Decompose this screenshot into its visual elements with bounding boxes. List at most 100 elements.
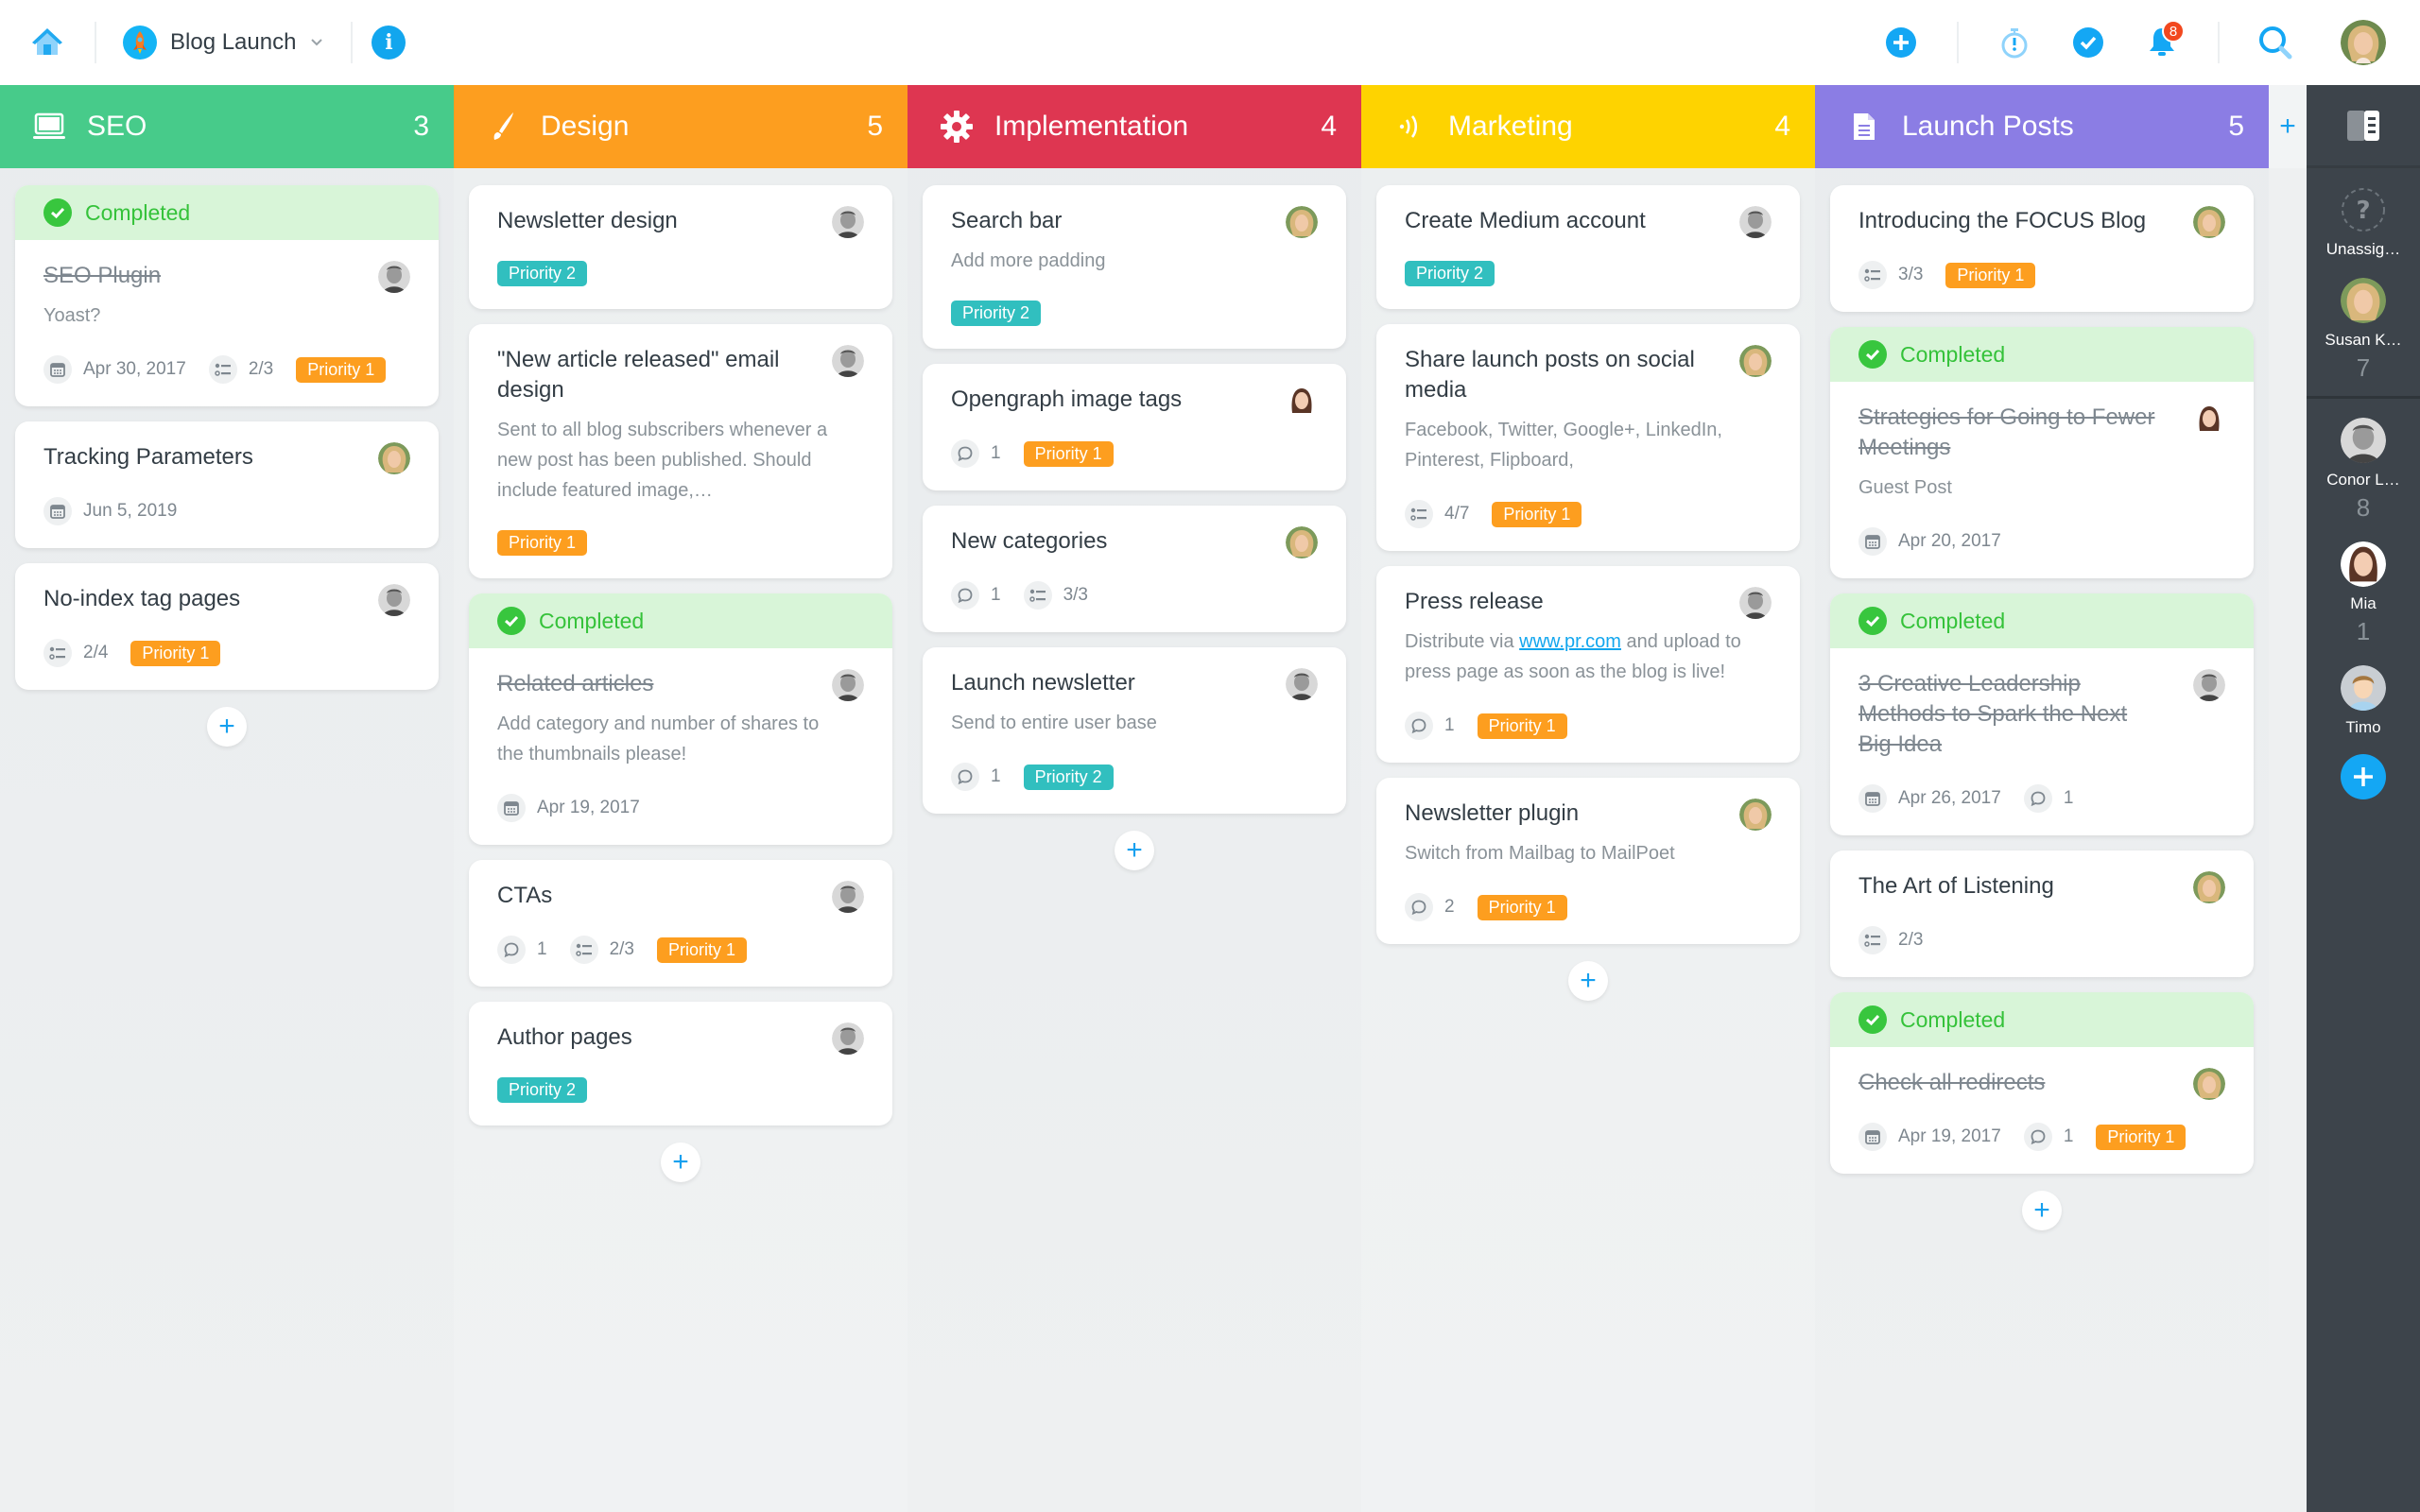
task-card[interactable]: Opengraph image tags 1 Priority 1 bbox=[923, 364, 1346, 490]
task-card[interactable]: "New article released" email design Sent… bbox=[469, 324, 892, 578]
checklist-count: 2/3 bbox=[1898, 930, 1924, 950]
project-selector[interactable]: Blog Launch bbox=[115, 26, 332, 60]
timer-button[interactable] bbox=[1988, 16, 2041, 69]
avatar-conor bbox=[378, 261, 410, 293]
home-button[interactable] bbox=[19, 14, 76, 71]
checklist-icon bbox=[208, 355, 237, 384]
checklist-count: 2/3 bbox=[609, 939, 634, 959]
task-card[interactable]: Completed SEO Plugin Yoast? Apr 30, 2017… bbox=[15, 185, 439, 406]
column-header[interactable]: Launch Posts 5 bbox=[1815, 85, 2269, 168]
person-mia[interactable]: Mia 1 bbox=[2307, 541, 2420, 646]
avatar-susan bbox=[2193, 206, 2225, 238]
project-name: Blog Launch bbox=[170, 29, 297, 55]
column-title: Design bbox=[541, 111, 630, 142]
comment-icon bbox=[2023, 784, 2052, 813]
comment-count: 1 bbox=[991, 585, 1001, 605]
person-conor[interactable]: Conor L… 8 bbox=[2307, 418, 2420, 523]
card-title: The Art of Listening bbox=[1858, 873, 2054, 899]
calendar-icon bbox=[1858, 527, 1887, 556]
completed-label: Completed bbox=[1900, 1006, 2006, 1032]
search-button[interactable] bbox=[2249, 16, 2302, 69]
priority-badge: Priority 1 bbox=[1492, 501, 1582, 527]
pr-link[interactable]: www.pr.com bbox=[1519, 631, 1621, 652]
checklist-icon bbox=[1858, 926, 1887, 954]
task-card[interactable]: Share launch posts on social media Faceb… bbox=[1376, 324, 1800, 551]
person-name: Mia bbox=[2350, 594, 2377, 612]
completed-label: Completed bbox=[539, 608, 645, 633]
task-card[interactable]: New categories 1 3/3 bbox=[923, 506, 1346, 632]
user-avatar[interactable] bbox=[2341, 20, 2386, 65]
comment-count: 1 bbox=[1444, 715, 1455, 735]
add-card-button[interactable]: + bbox=[2022, 1191, 2062, 1230]
person-task-count: 7 bbox=[2356, 353, 2371, 382]
kanban-board: SEO 3 Completed SEO Plugin Yoast? Apr 30… bbox=[0, 85, 2307, 1512]
checklist-icon bbox=[1858, 261, 1887, 289]
task-card[interactable]: Completed 3 Creative Leadership Methods … bbox=[1830, 593, 2254, 835]
column-header[interactable]: Design 5 bbox=[454, 85, 908, 168]
person-task-count: 8 bbox=[2356, 493, 2371, 522]
person-timo[interactable]: Timo bbox=[2307, 665, 2420, 737]
add-card-button[interactable]: + bbox=[207, 707, 247, 747]
column-header[interactable]: Marketing 4 bbox=[1361, 85, 1815, 168]
add-card-button[interactable]: + bbox=[661, 1143, 700, 1182]
card-title: "New article released" email design bbox=[497, 347, 780, 403]
task-card[interactable]: Introducing the FOCUS Blog 3/3 Priority … bbox=[1830, 185, 2254, 312]
card-title: Opengraph image tags bbox=[951, 387, 1183, 412]
calendar-icon bbox=[43, 355, 72, 384]
people-sidebar: ? Unassig… Susan K… 7 Conor L… 8 Mia 1 T… bbox=[2307, 85, 2420, 1512]
completed-check-icon bbox=[1858, 607, 1887, 635]
task-card[interactable]: Search bar Add more padding Priority 2 bbox=[923, 185, 1346, 349]
card-description: Add category and number of shares to the… bbox=[497, 713, 820, 765]
divider bbox=[1957, 22, 1959, 63]
card-title: Related articles bbox=[497, 671, 654, 696]
task-card[interactable]: Launch newsletter Send to entire user ba… bbox=[923, 647, 1346, 814]
avatar-conor bbox=[832, 345, 864, 377]
task-card[interactable]: Completed Check all redirects Apr 19, 20… bbox=[1830, 992, 2254, 1174]
task-card[interactable]: Completed Related articles Add category … bbox=[469, 593, 892, 845]
task-card[interactable]: CTAs 1 2/3 Priority 1 bbox=[469, 860, 892, 987]
check-icon bbox=[2073, 27, 2103, 58]
comment-count: 1 bbox=[991, 766, 1001, 786]
comment-icon bbox=[1405, 893, 1433, 921]
task-card[interactable]: No-index tag pages 2/4 Priority 1 bbox=[15, 563, 439, 690]
add-card-button[interactable]: + bbox=[1115, 831, 1154, 870]
checklist-count: 3/3 bbox=[1063, 585, 1088, 605]
add-task-button[interactable] bbox=[1875, 16, 1927, 69]
notifications-button[interactable]: 8 bbox=[2135, 16, 2188, 69]
column-count: 4 bbox=[1774, 111, 1790, 142]
avatar-conor bbox=[378, 584, 410, 616]
svg-text:?: ? bbox=[2356, 197, 2370, 225]
completed-tasks-button[interactable] bbox=[2062, 16, 2115, 69]
person-task-count: 1 bbox=[2356, 617, 2371, 645]
column-header[interactable]: SEO 3 bbox=[0, 85, 454, 168]
avatar-mia bbox=[2193, 403, 2225, 435]
completed-label: Completed bbox=[1900, 608, 2006, 633]
add-person-button[interactable] bbox=[2341, 754, 2386, 799]
task-card[interactable]: Newsletter design Priority 2 bbox=[469, 185, 892, 309]
avatar-conor bbox=[1739, 206, 1772, 238]
column-header[interactable]: Implementation 4 bbox=[908, 85, 1361, 168]
priority-badge: Priority 1 bbox=[1945, 262, 2036, 288]
info-icon[interactable]: i bbox=[372, 26, 406, 60]
toggle-sidebar-button[interactable] bbox=[2307, 85, 2420, 168]
task-card[interactable]: The Art of Listening 2/3 bbox=[1830, 850, 2254, 977]
card-description: Switch from Mailbag to MailPoet bbox=[1405, 843, 1675, 864]
card-description: Facebook, Twitter, Google+, LinkedIn, Pi… bbox=[1405, 420, 1722, 471]
person-unassigned[interactable]: ? Unassig… bbox=[2307, 187, 2420, 259]
task-card[interactable]: Newsletter plugin Switch from Mailbag to… bbox=[1376, 778, 1800, 944]
task-card[interactable]: Tracking Parameters Jun 5, 2019 bbox=[15, 421, 439, 548]
task-card[interactable]: Press release Distribute via www.pr.com … bbox=[1376, 566, 1800, 763]
task-card[interactable]: Author pages Priority 2 bbox=[469, 1002, 892, 1125]
priority-badge: Priority 1 bbox=[130, 640, 221, 666]
column-title: SEO bbox=[87, 111, 147, 142]
avatar-conor bbox=[832, 206, 864, 238]
priority-badge: Priority 2 bbox=[1405, 261, 1495, 286]
person-susan[interactable]: Susan K… 7 bbox=[2307, 278, 2420, 383]
task-card[interactable]: Completed Strategies for Going to Fewer … bbox=[1830, 327, 2254, 578]
task-card[interactable]: Create Medium account Priority 2 bbox=[1376, 185, 1800, 309]
avatar-conor bbox=[2193, 669, 2225, 701]
add-column-button[interactable]: + bbox=[2269, 85, 2307, 168]
priority-badge: Priority 1 bbox=[2096, 1124, 2187, 1150]
add-card-button[interactable]: + bbox=[1568, 961, 1608, 1001]
comment-icon bbox=[951, 581, 979, 610]
